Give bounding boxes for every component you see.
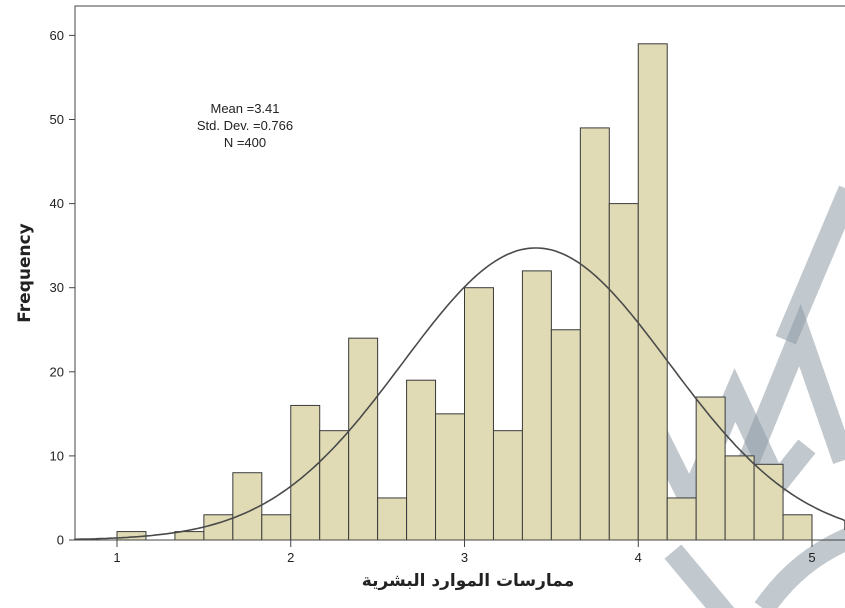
histogram-bar xyxy=(348,337,379,541)
histogram-bars xyxy=(116,43,813,541)
normal-curve xyxy=(74,247,845,541)
y-tick-label: 10 xyxy=(50,448,64,463)
x-tick-label: 3 xyxy=(461,550,468,565)
histogram-bar xyxy=(550,329,581,541)
x-tick-label: 4 xyxy=(635,550,642,565)
normal-curve-layer xyxy=(74,247,845,541)
x-tick-label: 2 xyxy=(287,550,294,565)
x-tick-label: 1 xyxy=(113,550,120,565)
stats-std-dev: Std. Dev. =0.766 xyxy=(197,118,293,133)
histogram-bar xyxy=(435,413,466,541)
y-axis-title: Frequency xyxy=(15,223,35,323)
y-tick-label: 60 xyxy=(50,28,64,43)
stats-box: Mean =3.41 Std. Dev. =0.766 N =400 xyxy=(197,101,293,150)
y-tick-label: 20 xyxy=(50,364,64,379)
histogram-bar xyxy=(406,379,437,541)
stats-n: N =400 xyxy=(224,135,266,150)
histogram-bar xyxy=(724,455,755,541)
y-tick-label: 30 xyxy=(50,280,64,295)
axes xyxy=(74,5,845,541)
histogram-bar xyxy=(753,463,784,541)
histogram-bar xyxy=(464,287,494,541)
y-tick-label: 40 xyxy=(50,196,64,211)
histogram-bar xyxy=(377,497,408,541)
histogram-bar xyxy=(637,43,668,541)
x-axis-title: ممارسات الموارد البشرية xyxy=(362,571,574,591)
histogram-bar xyxy=(174,531,205,541)
y-tick-label: 0 xyxy=(57,533,64,548)
histogram-bar xyxy=(232,472,263,541)
x-axis-ticks: 1 2 3 4 5 xyxy=(113,540,816,565)
histogram-bar xyxy=(666,497,697,541)
histogram-bar xyxy=(203,514,234,541)
histogram-bar xyxy=(608,203,639,541)
histogram-bar xyxy=(579,127,610,541)
histogram-bar xyxy=(782,514,813,541)
y-tick-label: 50 xyxy=(50,112,64,127)
x-tick-label: 5 xyxy=(808,550,815,565)
histogram-bar xyxy=(695,396,726,541)
histogram-bar xyxy=(492,430,523,541)
plot-frame xyxy=(74,5,845,540)
histogram-bar xyxy=(521,270,552,541)
histogram-bar xyxy=(290,404,321,541)
histogram-bar xyxy=(261,514,292,541)
y-axis-ticks: 0 10 20 30 40 50 60 xyxy=(50,28,75,548)
stats-mean: Mean =3.41 xyxy=(210,101,279,116)
